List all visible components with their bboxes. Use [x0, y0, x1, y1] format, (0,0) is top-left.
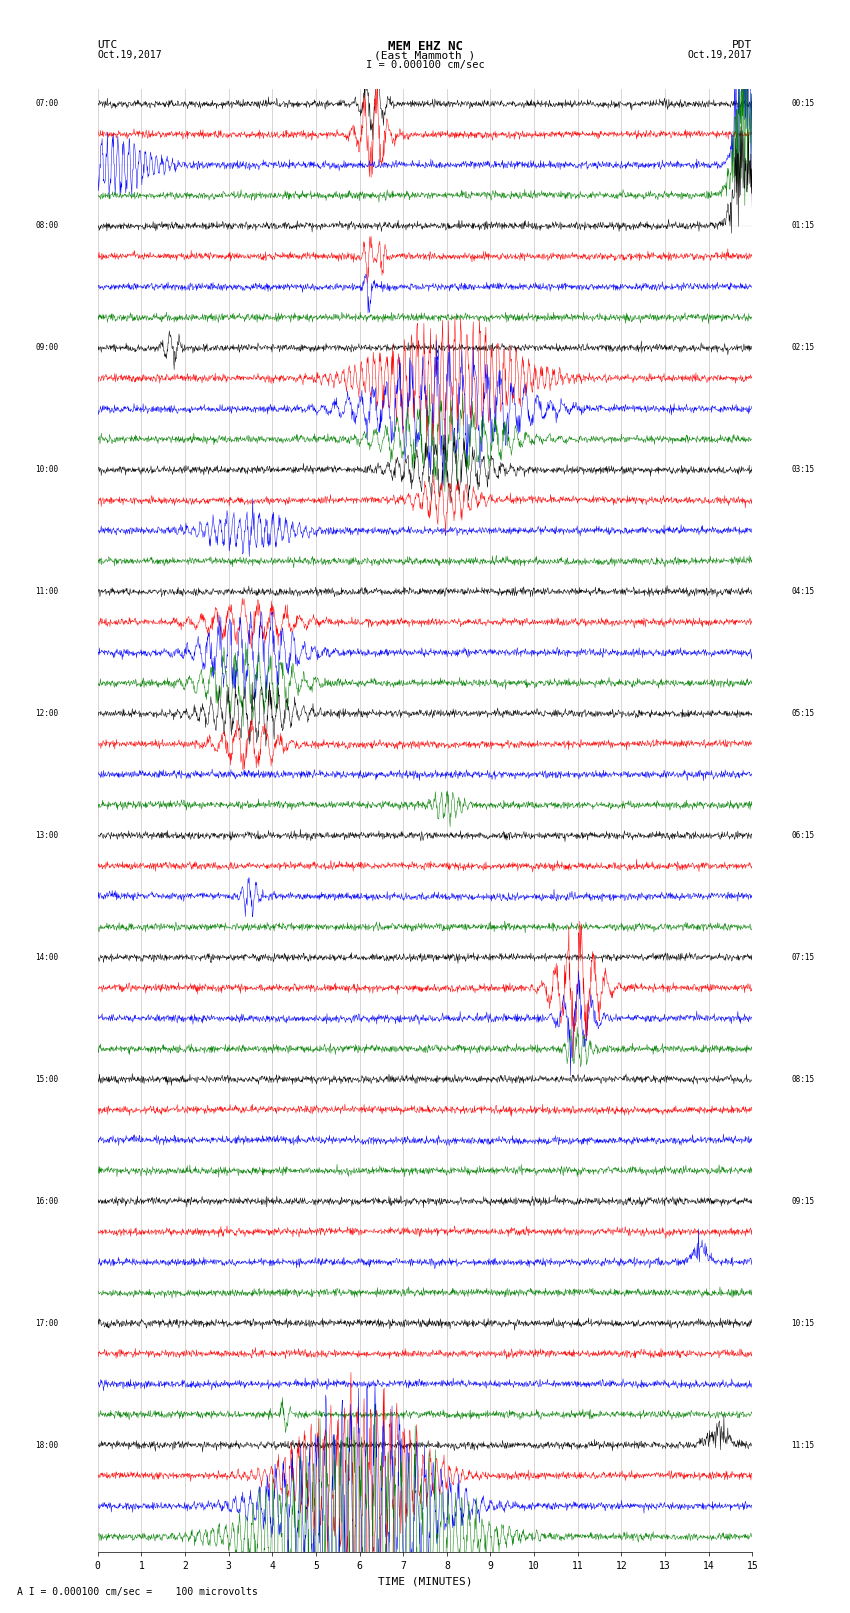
Text: 18:00: 18:00 — [36, 1440, 59, 1450]
Text: 06:15: 06:15 — [791, 831, 814, 840]
Text: 05:15: 05:15 — [791, 710, 814, 718]
Text: UTC: UTC — [98, 40, 118, 50]
Text: 16:00: 16:00 — [36, 1197, 59, 1205]
Text: 08:15: 08:15 — [791, 1074, 814, 1084]
Text: I = 0.000100 cm/sec: I = 0.000100 cm/sec — [366, 60, 484, 69]
Text: 01:15: 01:15 — [791, 221, 814, 231]
Text: 04:15: 04:15 — [791, 587, 814, 597]
Text: 11:00: 11:00 — [36, 587, 59, 597]
Text: 09:15: 09:15 — [791, 1197, 814, 1205]
Text: PDT: PDT — [732, 40, 752, 50]
Text: 08:00: 08:00 — [36, 221, 59, 231]
X-axis label: TIME (MINUTES): TIME (MINUTES) — [377, 1576, 473, 1586]
Text: MEM EHZ NC: MEM EHZ NC — [388, 40, 462, 53]
Text: (East Mammoth ): (East Mammoth ) — [374, 50, 476, 60]
Text: 07:15: 07:15 — [791, 953, 814, 961]
Text: 11:15: 11:15 — [791, 1440, 814, 1450]
Text: 02:15: 02:15 — [791, 344, 814, 352]
Text: Oct.19,2017: Oct.19,2017 — [688, 50, 752, 60]
Text: 00:15: 00:15 — [791, 100, 814, 108]
Text: 14:00: 14:00 — [36, 953, 59, 961]
Text: 17:00: 17:00 — [36, 1318, 59, 1327]
Text: 03:15: 03:15 — [791, 465, 814, 474]
Text: 13:00: 13:00 — [36, 831, 59, 840]
Text: Oct.19,2017: Oct.19,2017 — [98, 50, 162, 60]
Text: 10:00: 10:00 — [36, 465, 59, 474]
Text: 07:00: 07:00 — [36, 100, 59, 108]
Text: 09:00: 09:00 — [36, 344, 59, 352]
Text: 12:00: 12:00 — [36, 710, 59, 718]
Text: A I = 0.000100 cm/sec =    100 microvolts: A I = 0.000100 cm/sec = 100 microvolts — [17, 1587, 258, 1597]
Text: 10:15: 10:15 — [791, 1318, 814, 1327]
Text: 15:00: 15:00 — [36, 1074, 59, 1084]
